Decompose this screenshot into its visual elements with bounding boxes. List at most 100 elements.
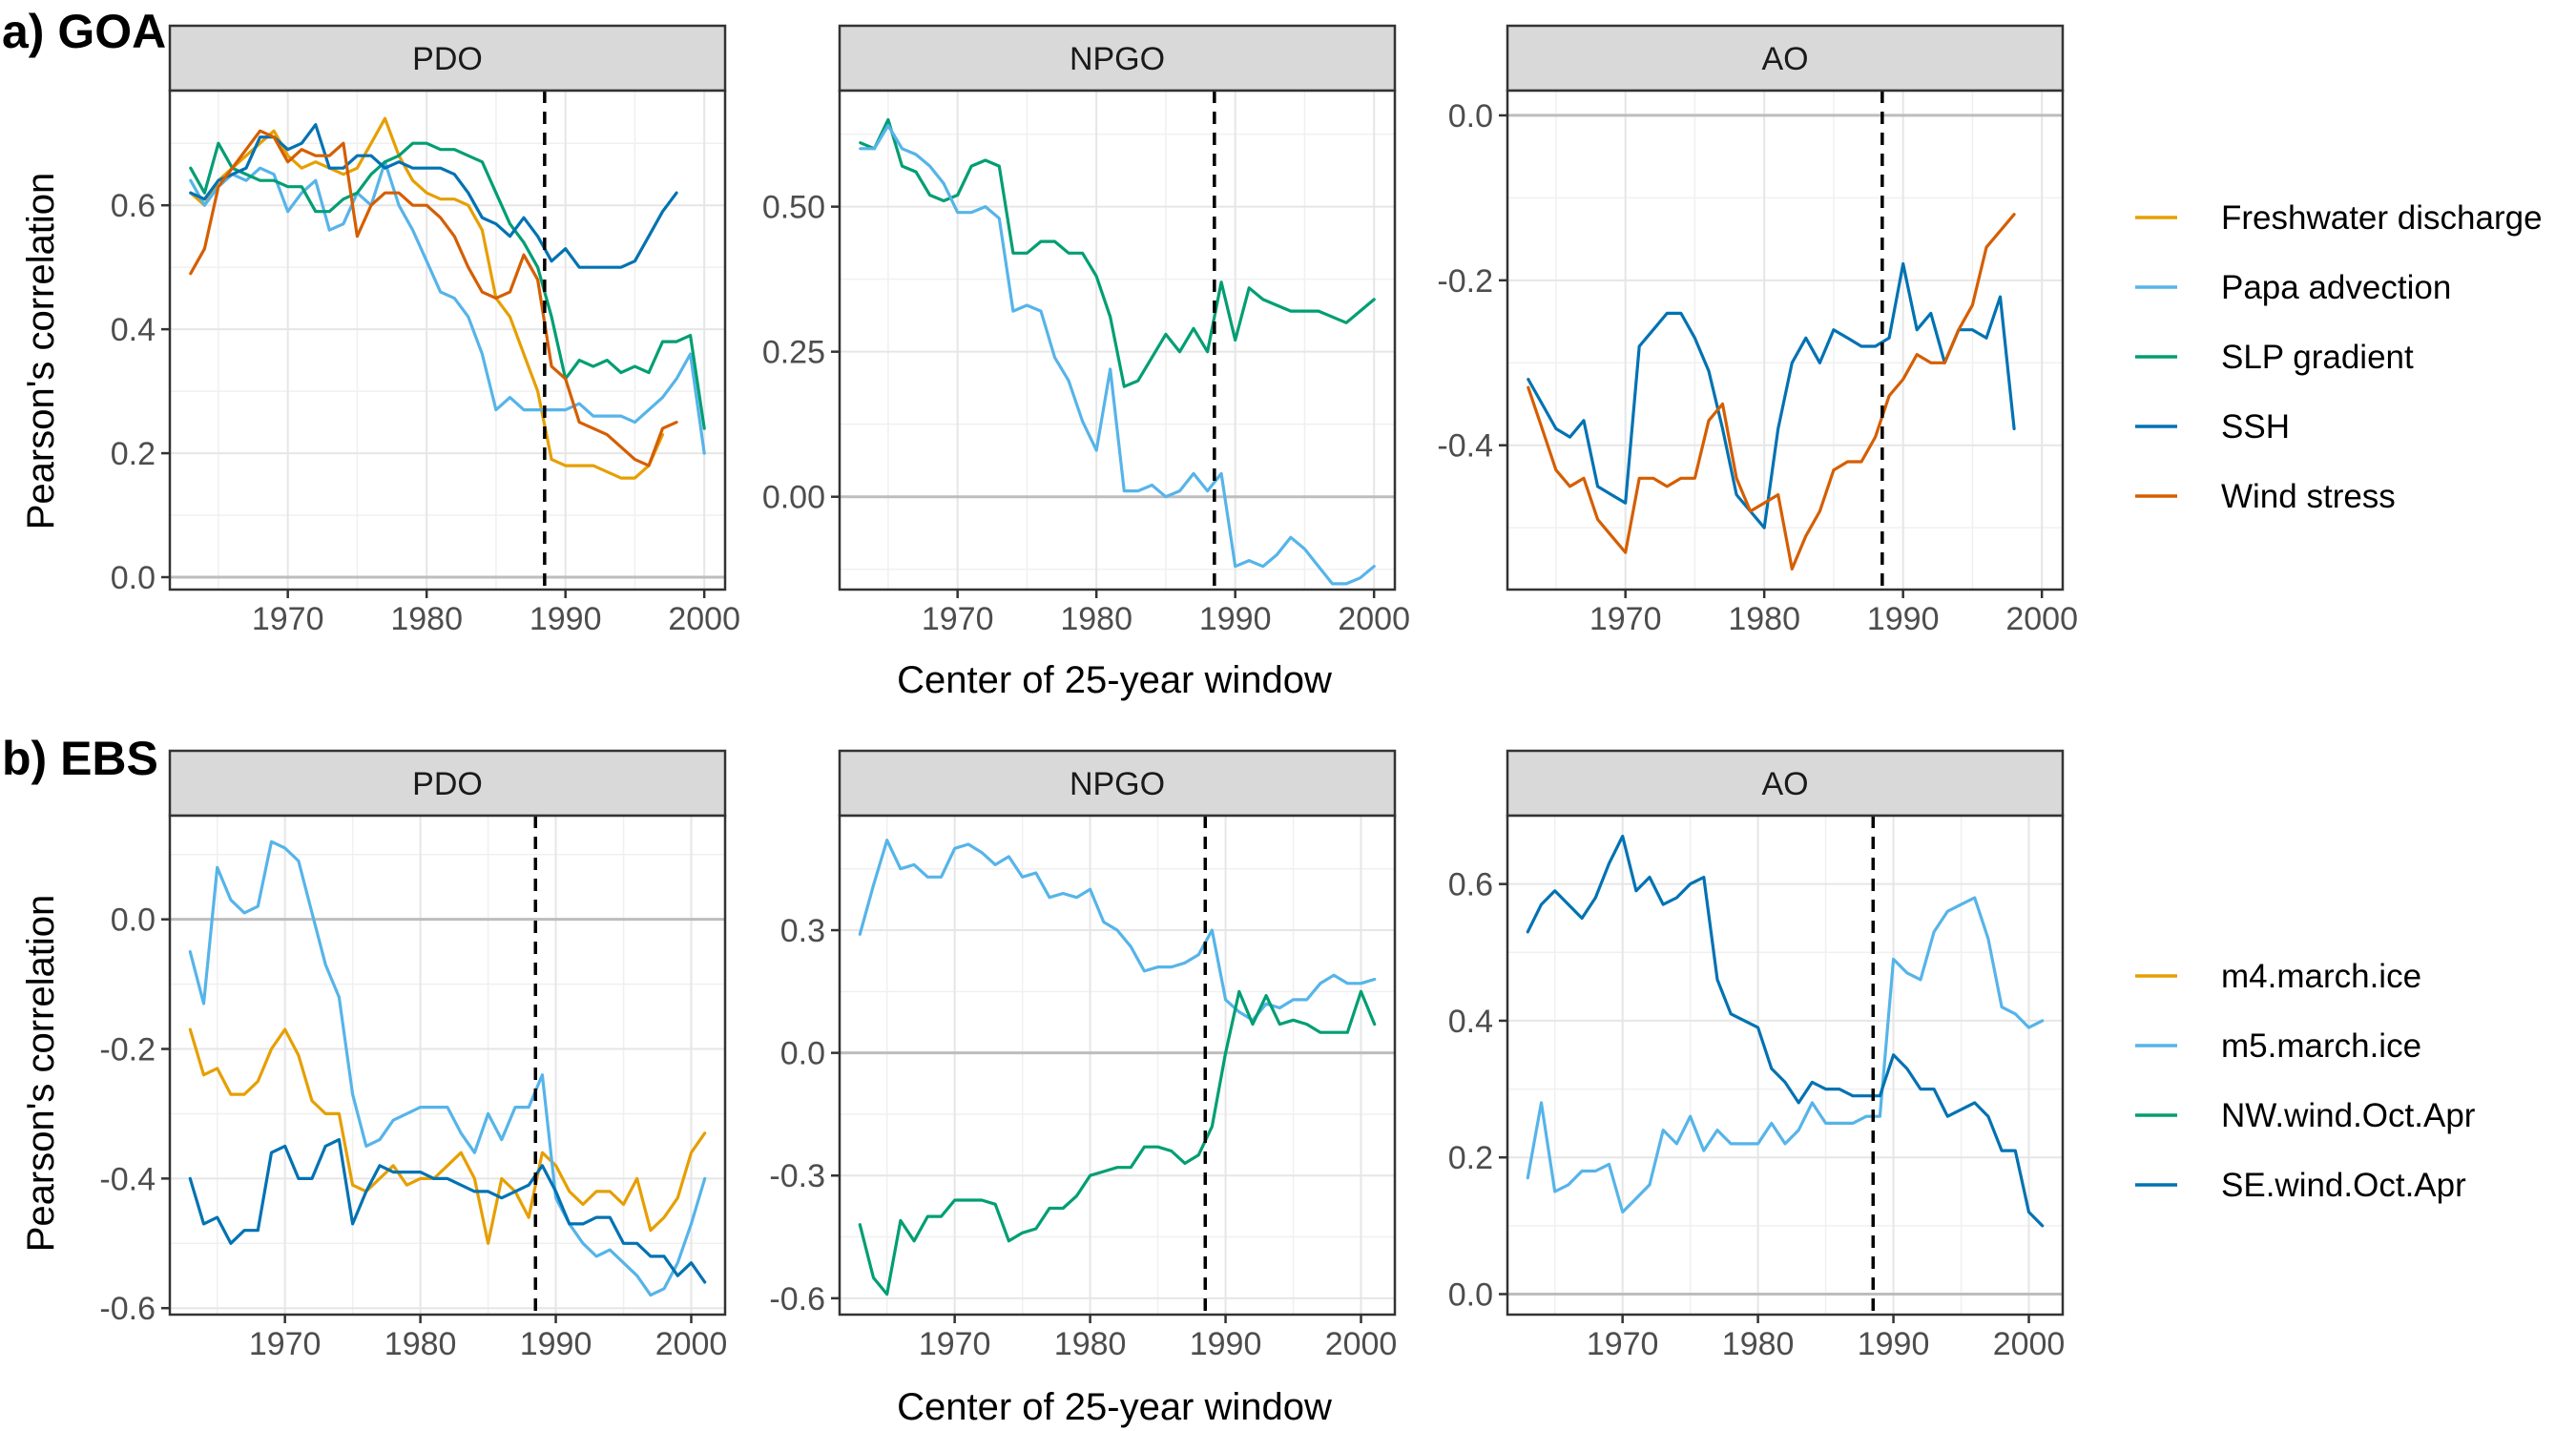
y-tick-label: 0.0 — [1448, 98, 1493, 135]
x-tick-label: 1970 — [922, 601, 994, 637]
series-line — [188, 1137, 707, 1284]
series-line — [189, 141, 706, 430]
y-tick-label: 0.2 — [1448, 1140, 1493, 1176]
x-tick-label: 1990 — [1867, 601, 1940, 637]
y-tick-label: 0.6 — [111, 188, 156, 224]
plot-background — [840, 91, 1395, 590]
legend-label: SLP gradient — [2221, 339, 2414, 376]
strip-label: NPGO — [1070, 41, 1165, 77]
y-axis-title-goa: Pearson's correlation — [20, 173, 62, 530]
row-label-ebs: b) EBS — [2, 732, 158, 785]
y-tick-label: 0.0 — [1448, 1277, 1493, 1314]
series-line — [188, 840, 707, 1297]
plot-background — [1507, 91, 2063, 590]
series-line — [1526, 896, 2045, 1214]
strip-header — [1506, 24, 2065, 93]
strip-header — [168, 749, 727, 818]
y-tick-label: 0.0 — [111, 560, 156, 596]
x-tick-label: 1980 — [1060, 601, 1132, 637]
y-tick-label: 0.50 — [762, 190, 825, 226]
x-tick-label: 1970 — [249, 1326, 322, 1362]
series-line — [859, 117, 1376, 388]
strip-header — [838, 749, 1397, 818]
legend-ebs: m4.march.ice m5.march.ice NW.wind.Oct.Apr S… — [2135, 958, 2476, 1204]
y-tick-label: 0.0 — [111, 902, 156, 939]
legend-label: NW.wind.Oct.Apr — [2221, 1097, 2476, 1134]
plot-border — [168, 89, 727, 591]
y-tick-label: 0.3 — [780, 913, 825, 949]
legend-label: Wind stress — [2221, 478, 2396, 515]
panel-ebs-npgo: NPGO 1970 1980 1990 2000 -0.6 -0.3 0.0 0.3 — [769, 749, 1398, 1362]
y-tick-label: -0.4 — [99, 1161, 156, 1197]
legend-label: m4.march.ice — [2221, 958, 2421, 995]
x-tick-label: 1990 — [520, 1326, 592, 1362]
y-tick-label: 0.2 — [111, 436, 156, 472]
x-axis-title-goa: Center of 25-year window — [897, 659, 1332, 701]
legend-label: SSH — [2221, 408, 2290, 446]
x-tick-label: 1990 — [1858, 1326, 1930, 1362]
y-tick-label: -0.4 — [1437, 428, 1493, 465]
x-tick-label: 1970 — [1589, 601, 1662, 637]
legend-label: m5.march.ice — [2221, 1027, 2421, 1065]
plot-background — [840, 816, 1395, 1315]
y-axis-title-ebs: Pearson's correlation — [20, 895, 62, 1253]
x-tick-label: 1990 — [1190, 1326, 1262, 1362]
plot-background — [1507, 816, 2063, 1315]
panel-goa-ao: AO 1970 1980 1990 2000 -0.4 -0.2 0.0 — [1437, 24, 2078, 637]
legend-goa: Freshwater discharge Papa advection SLP gr… — [2135, 199, 2543, 515]
plot-border — [1506, 89, 2065, 591]
panel-goa-npgo: NPGO 1970 1980 1990 2000 0.00 0.25 0.50 — [762, 24, 1410, 637]
series-line — [189, 129, 678, 467]
plot-background — [170, 91, 725, 590]
y-tick-label: -0.2 — [1437, 263, 1493, 300]
x-tick-label: 2000 — [655, 1326, 728, 1362]
x-axis-title-ebs: Center of 25-year window — [897, 1386, 1332, 1428]
y-tick-label: -0.6 — [99, 1291, 156, 1327]
legend-label: SE.wind.Oct.Apr — [2221, 1167, 2466, 1204]
x-tick-label: 1970 — [1587, 1326, 1659, 1362]
x-tick-label: 1980 — [1728, 601, 1800, 637]
plot-background — [170, 816, 725, 1315]
x-tick-label: 1980 — [1722, 1326, 1795, 1362]
x-tick-label: 1980 — [1054, 1326, 1127, 1362]
series-line — [1527, 213, 2016, 571]
x-tick-label: 1970 — [252, 601, 324, 637]
y-tick-label: -0.2 — [99, 1032, 156, 1068]
y-tick-label: 0.4 — [1448, 1004, 1493, 1040]
x-tick-label: 1990 — [1199, 601, 1272, 637]
plot-border — [1506, 814, 2065, 1317]
series-line — [858, 989, 1377, 1296]
strip-label: PDO — [412, 766, 483, 802]
x-tick-label: 1980 — [390, 601, 463, 637]
y-tick-label: 0.25 — [762, 335, 825, 371]
plot-border — [168, 814, 727, 1317]
panel-goa-pdo: PDO 1970 1980 1990 2000 0.0 0.2 0.4 0.6 — [111, 24, 740, 637]
legend-label: Papa advection — [2221, 269, 2451, 306]
series-line — [859, 123, 1376, 586]
series-line — [1527, 261, 2016, 529]
plot-border — [838, 814, 1397, 1317]
series-line — [1526, 834, 2045, 1228]
legend-label: Freshwater discharge — [2221, 199, 2543, 237]
y-tick-label: 0.4 — [111, 312, 156, 348]
series-line — [858, 839, 1377, 1022]
y-tick-label: 0.6 — [1448, 867, 1493, 903]
strip-label: AO — [1761, 41, 1808, 77]
y-tick-label: 0.0 — [780, 1036, 825, 1072]
strip-label: AO — [1761, 766, 1808, 802]
x-tick-label: 1990 — [530, 601, 602, 637]
x-tick-label: 2000 — [668, 601, 740, 637]
panel-ebs-ao: AO 1970 1980 1990 2000 0.0 0.2 0.4 0.6 — [1448, 749, 2066, 1362]
x-tick-label: 2000 — [2005, 601, 2078, 637]
strip-header — [1506, 749, 2065, 818]
x-tick-label: 2000 — [1993, 1326, 2066, 1362]
y-tick-label: 0.00 — [762, 480, 825, 516]
strip-label: NPGO — [1070, 766, 1165, 802]
x-tick-label: 2000 — [1338, 601, 1410, 637]
y-tick-label: -0.6 — [769, 1281, 825, 1317]
series-line — [188, 1027, 707, 1245]
x-tick-label: 2000 — [1325, 1326, 1398, 1362]
plot-border — [838, 89, 1397, 591]
x-tick-label: 1970 — [919, 1326, 991, 1362]
